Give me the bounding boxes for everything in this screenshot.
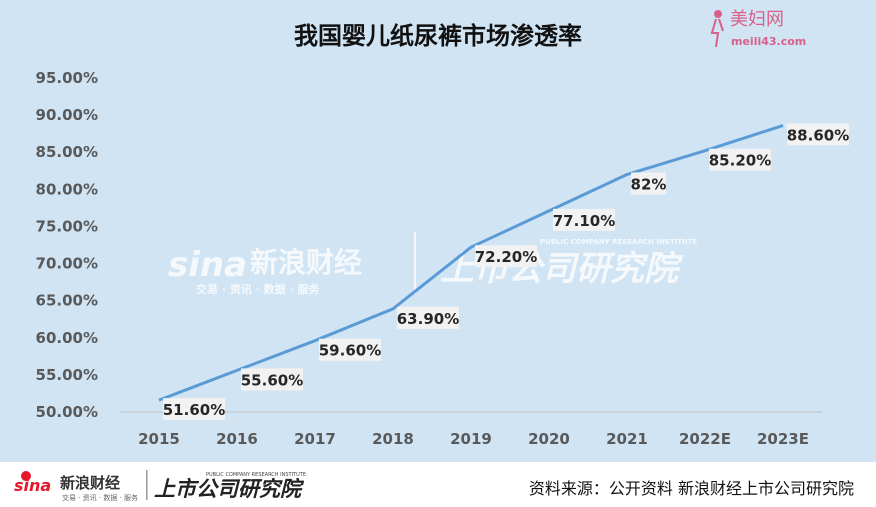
data-label: 55.60%	[241, 368, 303, 391]
watermark-divider	[414, 232, 416, 294]
y-tick-label: 70.00%	[36, 255, 98, 273]
data-label: 51.60%	[163, 398, 225, 421]
data-label-text: 55.60%	[241, 371, 303, 389]
data-label-bg	[241, 368, 303, 391]
chart-title: 我国婴儿纸尿裤市场渗透率	[294, 22, 582, 50]
data-label-bg	[319, 338, 381, 361]
data-label-text: 51.60%	[163, 401, 225, 419]
y-tick-label: 60.00%	[36, 329, 98, 347]
institute-watermark-en: PUBLIC COMPANY RESEARCH INSTITUTE	[540, 238, 697, 246]
sina-watermark: sina 新浪财经 交易 · 资讯 · 数据 · 服务 上市公司研究院 PUBL…	[168, 232, 697, 296]
institute-logo: 上市公司研究院 PUBLIC COMPANY RESEARCH INSTITUT…	[154, 472, 306, 501]
data-label: 82%	[631, 172, 667, 195]
institute-logo-en: PUBLIC COMPANY RESEARCH INSTITUTE	[206, 472, 306, 478]
chart-panel: sina 新浪财经 交易 · 资讯 · 数据 · 服务 上市公司研究院 PUBL…	[0, 0, 876, 462]
data-label-bg	[709, 148, 771, 171]
x-tick-label: 2018	[372, 430, 414, 448]
sina-logo-text: sina	[14, 476, 51, 495]
x-tick-label: 2017	[294, 430, 336, 448]
data-label: 77.10%	[553, 208, 615, 231]
woman-silhouette-icon	[710, 10, 724, 48]
data-label: 85.20%	[709, 148, 771, 171]
sina-watermark-tagline: 交易 · 资讯 · 数据 · 服务	[196, 282, 321, 296]
data-label: 88.60%	[787, 123, 849, 146]
y-tick-label: 95.00%	[36, 69, 98, 87]
y-tick-label: 90.00%	[36, 106, 98, 124]
series-line-path	[158, 124, 784, 402]
y-tick-label: 85.00%	[36, 143, 98, 161]
footer: sina 新浪财经 交易 · 资讯 · 数据 · 服务 上市公司研究院 PUBL…	[0, 462, 876, 507]
data-label-bg	[787, 123, 849, 146]
data-label-bg	[397, 306, 459, 329]
y-axis-ticks: 50.00% 55.00% 60.00% 65.00% 70.00% 75.00% 80.0…	[36, 69, 98, 421]
source-note: 资料来源：公开资料 新浪财经上市公司研究院	[528, 479, 854, 498]
data-label-text: 59.60%	[319, 342, 381, 360]
x-tick-label: 2021	[606, 430, 648, 448]
sina-watermark-name: 新浪财经	[250, 246, 362, 279]
data-label-bg	[163, 398, 225, 421]
y-tick-label: 65.00%	[36, 292, 98, 310]
data-label-bg	[475, 245, 537, 268]
data-label: 59.60%	[319, 338, 381, 361]
y-tick-label: 55.00%	[36, 366, 98, 384]
data-label-bg	[631, 172, 666, 195]
brand-domain: meili43.com	[731, 35, 806, 48]
data-label: 63.90%	[397, 306, 459, 329]
x-tick-label: 2016	[216, 430, 258, 448]
x-tick-label: 2020	[528, 430, 570, 448]
data-label-text: 85.20%	[709, 152, 771, 170]
series-line	[158, 124, 784, 402]
y-tick-label: 75.00%	[36, 217, 98, 235]
data-label-text: 63.90%	[397, 310, 459, 328]
sina-logo-tagline: 交易 · 资讯 · 数据 · 服务	[62, 493, 138, 502]
line-chart: sina 新浪财经 交易 · 资讯 · 数据 · 服务 上市公司研究院 PUBL…	[36, 9, 850, 448]
footer-logo: sina 新浪财经 交易 · 资讯 · 数据 · 服务 上市公司研究院 PUBL…	[14, 470, 306, 502]
meifu-logo: 美妇网 meili43.com	[710, 9, 806, 48]
data-label-text: 72.20%	[475, 248, 537, 266]
data-label-text: 88.60%	[787, 127, 849, 145]
data-label-bg	[553, 208, 615, 231]
x-tick-label: 2015	[138, 430, 180, 448]
y-tick-label: 80.00%	[36, 180, 98, 198]
data-label-text: 77.10%	[553, 212, 615, 230]
sina-watermark-logo: sina	[168, 245, 247, 285]
x-tick-label: 2023E	[757, 430, 809, 448]
institute-logo-name: 上市公司研究院	[154, 477, 305, 501]
brand-name: 美妇网	[730, 9, 784, 30]
x-tick-label: 2019	[450, 430, 492, 448]
sina-logo-name: 新浪财经	[60, 474, 120, 492]
data-label-text: 82%	[631, 175, 667, 193]
x-tick-label: 2022E	[679, 430, 731, 448]
x-axis-ticks: 2015 2016 2017 2018 2019 2020 2021 2022E 2023E	[138, 430, 809, 448]
sina-logo: sina 新浪财经 交易 · 资讯 · 数据 · 服务	[14, 471, 138, 502]
sina-eye-icon	[21, 471, 31, 481]
footer-divider	[146, 470, 148, 500]
y-tick-label: 50.00%	[36, 403, 98, 421]
data-labels: 51.60% 55.60% 59.60% 63.90% 72.20% 77.10% 82% 8…	[163, 123, 849, 421]
data-label: 72.20%	[475, 245, 537, 268]
